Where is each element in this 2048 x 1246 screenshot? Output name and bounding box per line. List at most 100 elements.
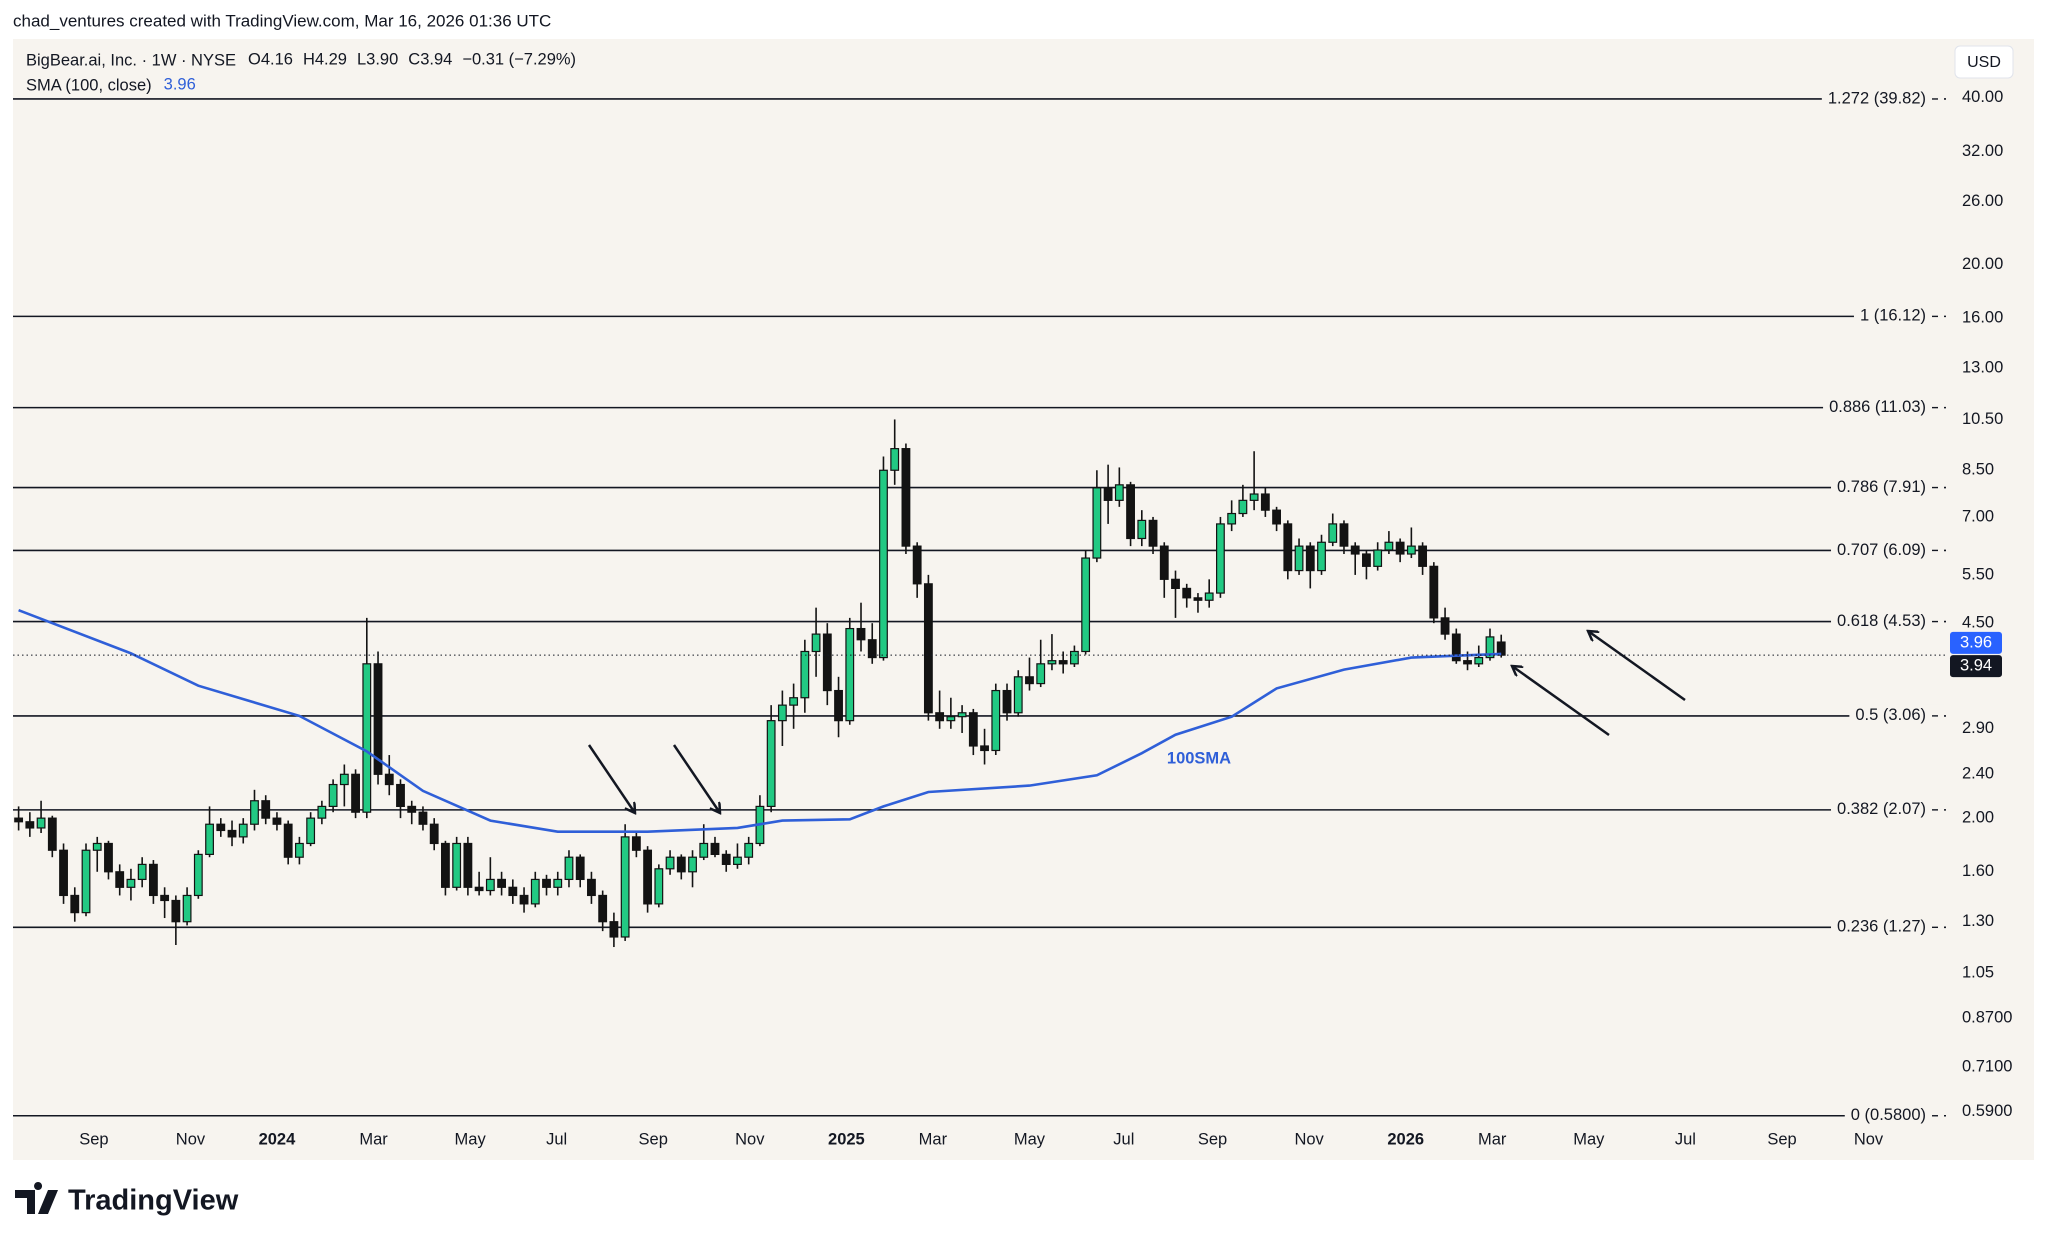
x-tick-label: Sep: [1198, 1130, 1227, 1148]
candle-body: [968, 712, 978, 747]
candle-body: [1339, 523, 1349, 547]
arrow: [1588, 631, 1686, 702]
candle-body: [800, 650, 810, 699]
candle-body: [912, 545, 922, 585]
x-tick-label: Jul: [1675, 1130, 1696, 1148]
candle-body: [1406, 545, 1416, 555]
candle-body: [1429, 565, 1439, 619]
candle-body: [1182, 587, 1192, 599]
candle-body: [227, 829, 237, 838]
candle-body: [216, 823, 226, 832]
candle-body: [834, 689, 843, 722]
candle-body: [777, 704, 787, 722]
brand-logo: [15, 1182, 58, 1214]
price-badge-label: 3.94: [1960, 656, 1992, 674]
candle-body: [1260, 493, 1270, 511]
x-tick-label: 2026: [1387, 1130, 1424, 1148]
y-tick-label: 10.50: [1962, 410, 2003, 428]
candle-body: [1047, 660, 1057, 665]
candle-body: [407, 805, 417, 813]
candle-body: [1283, 523, 1293, 572]
candle-body: [867, 639, 877, 659]
candle-body: [497, 878, 507, 888]
candle-body: [1328, 523, 1338, 543]
candle-body: [238, 823, 248, 838]
candle-body: [104, 842, 113, 873]
sma-line: [18, 608, 1502, 833]
candle-body: [182, 894, 192, 923]
y-tick-label: 2.00: [1962, 808, 1994, 826]
currency-button-label[interactable]: USD: [1967, 54, 2001, 71]
candle-body: [474, 886, 484, 892]
candle-body: [935, 712, 945, 722]
arrow: [1512, 666, 1610, 737]
fib-label-bg: [1831, 539, 1944, 562]
candle-body: [294, 842, 304, 858]
x-tick-label: Jul: [546, 1130, 567, 1148]
plot-area: [13, 98, 1946, 1117]
candle-body: [126, 878, 136, 888]
y-tick-label: 0.5900: [1962, 1102, 2012, 1120]
candle-body: [564, 856, 574, 881]
legend-indicator-value: 3.96: [164, 76, 196, 94]
candle-body: [373, 663, 383, 775]
candle-body: [744, 842, 754, 858]
candle-body: [946, 716, 956, 722]
fib-label-bg: [1849, 704, 1944, 727]
attribution: chad_ventures created with TradingView.c…: [13, 11, 551, 30]
candle-body: [1204, 592, 1214, 601]
candle-body: [261, 800, 271, 819]
candle-body: [721, 853, 731, 865]
arrow: [587, 744, 635, 813]
candle-body: [1159, 545, 1169, 580]
candle-body: [1485, 636, 1495, 659]
fib-label: 0.382 (2.07): [1837, 800, 1926, 818]
candle-body: [508, 886, 518, 897]
candle-body: [1216, 523, 1225, 594]
candle-body: [789, 697, 799, 706]
fib-label: 0.236 (1.27): [1837, 918, 1926, 936]
y-tick-label: 13.00: [1962, 358, 2003, 376]
candle-body: [1114, 484, 1124, 501]
candle-body: [250, 800, 259, 825]
y-tick-label: 1.30: [1962, 912, 1994, 930]
y-tick-label: 1.05: [1962, 963, 1994, 981]
candle-body: [890, 448, 900, 471]
candle-body: [1126, 484, 1135, 540]
currency-button-bg[interactable]: [1954, 45, 2014, 79]
candle-body: [1013, 676, 1023, 714]
candle-body: [845, 627, 855, 722]
candle-body: [1440, 617, 1450, 635]
candle-body: [70, 894, 80, 914]
candle-body: [283, 823, 293, 858]
legend-ohlc: L3.90: [357, 51, 398, 69]
price-badge: [1950, 655, 2002, 678]
x-tick-label: Sep: [1767, 1130, 1796, 1148]
candle-body: [339, 773, 349, 786]
candle-body: [1227, 512, 1237, 525]
y-tick-label: 5.50: [1962, 565, 1994, 583]
currency-button[interactable]: USD: [1954, 45, 2014, 79]
fib-label-bg: [1844, 1104, 1944, 1127]
y-tick-label: 26.00: [1962, 192, 2003, 210]
fib-label: 0 (0.5800): [1851, 1106, 1926, 1124]
candle-body: [396, 783, 405, 808]
candle-body: [1384, 541, 1394, 551]
candle-body: [1002, 689, 1012, 714]
candle-body: [631, 836, 641, 851]
candle-body: [1069, 650, 1079, 665]
candle-body: [1092, 487, 1102, 559]
brand-name: TradingView: [68, 1185, 239, 1217]
candle-body: [441, 842, 450, 888]
candle-body: [811, 633, 821, 653]
overlay: 100SMA: [587, 631, 1686, 813]
candle-body: [59, 849, 68, 897]
candle-body: [272, 817, 282, 825]
candle-body: [148, 863, 158, 897]
legend-ohlc: C3.94: [408, 51, 452, 69]
candle-body: [1272, 509, 1282, 525]
candle-body: [429, 823, 439, 845]
candle-body: [665, 856, 675, 870]
